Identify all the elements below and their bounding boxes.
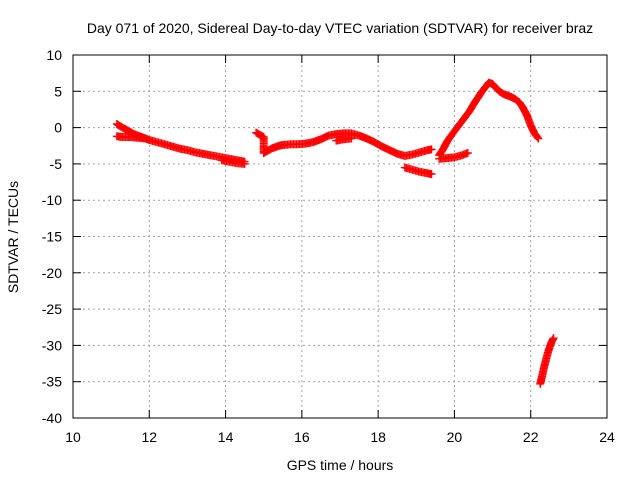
y-tick-label: -30: [42, 337, 62, 353]
data-point: [463, 149, 472, 158]
data-point: [533, 133, 542, 142]
y-tick-label: -40: [42, 410, 62, 426]
x-tick-label: 16: [294, 429, 310, 445]
x-tick-label: 22: [523, 429, 539, 445]
y-tick-label: -10: [42, 192, 62, 208]
data-point: [347, 134, 356, 143]
series-segment-3: [435, 78, 543, 160]
x-tick-label: 18: [370, 429, 386, 445]
x-tick-label: 12: [141, 429, 157, 445]
x-tick-label: 24: [599, 429, 615, 445]
data-point: [549, 334, 558, 343]
y-tick-label: 0: [54, 120, 62, 136]
y-tick-label: -15: [42, 229, 62, 245]
data-point: [427, 170, 436, 179]
series-segment-2-side: [332, 134, 436, 179]
chart-title: Day 071 of 2020, Sidereal Day-to-day VTE…: [87, 20, 593, 36]
data-point: [141, 134, 150, 143]
y-tick-label: -5: [50, 156, 63, 172]
y-tick-label: 10: [46, 47, 62, 63]
x-axis-label: GPS time / hours: [287, 457, 394, 473]
data-point: [427, 145, 436, 154]
series-segment-1-lower: [112, 132, 249, 168]
x-tick-label: 14: [218, 429, 234, 445]
data-point: [240, 159, 249, 168]
y-axis-label: SDTVAR / TECUs: [5, 181, 21, 293]
y-tick-label: -20: [42, 265, 62, 281]
series-segment-4: [536, 334, 558, 388]
y-tick-label: 5: [54, 83, 62, 99]
series-segment-3-side: [435, 149, 472, 163]
series-segment-1: [112, 119, 249, 166]
y-tick-label: -25: [42, 301, 62, 317]
x-tick-label: 10: [65, 429, 81, 445]
y-tick-label: -35: [42, 374, 62, 390]
data-point: [534, 134, 543, 143]
x-tick-label: 20: [447, 429, 463, 445]
